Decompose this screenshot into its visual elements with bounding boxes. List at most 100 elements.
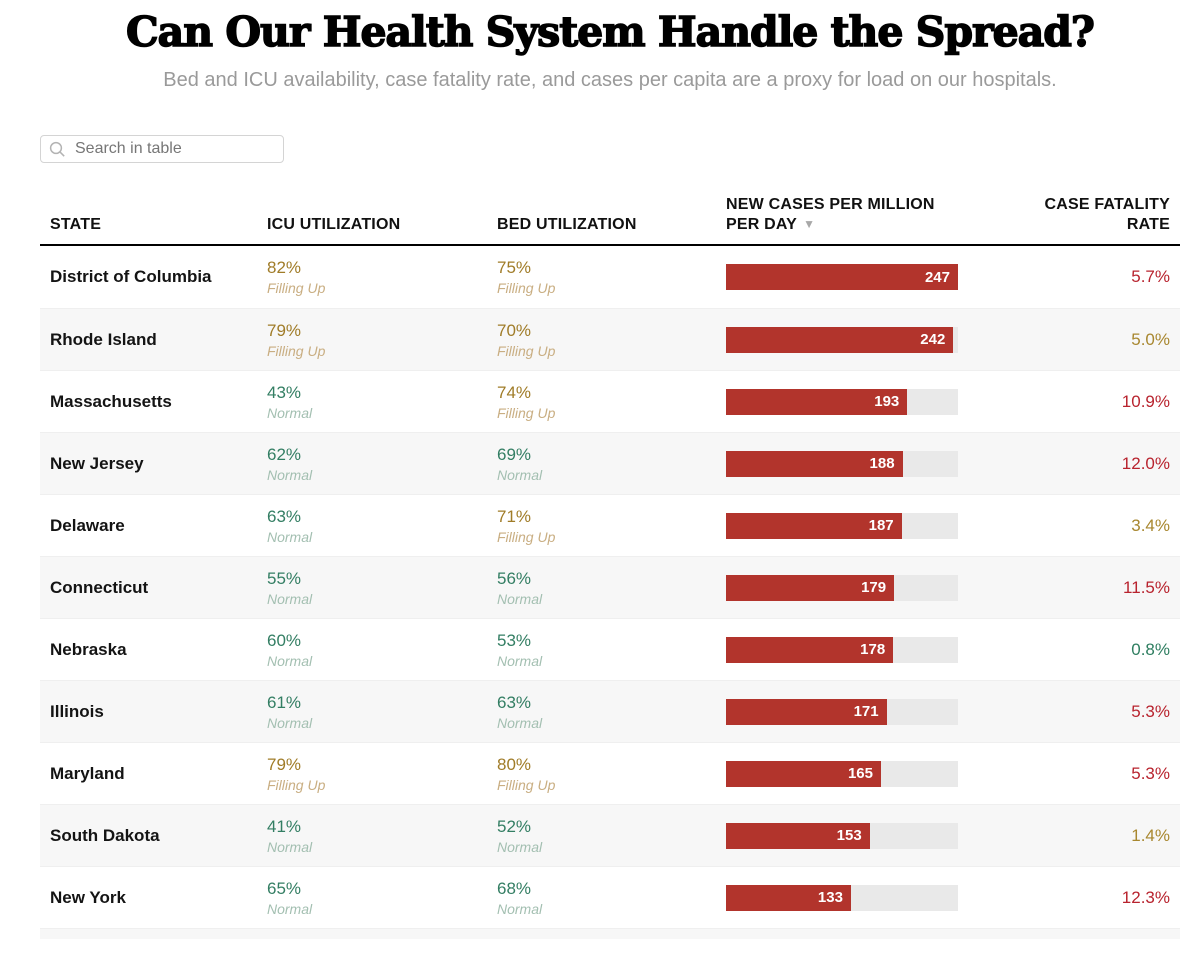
icu-utilization-cell: 41% Normal [267,817,497,855]
new-cases-cell: 187 [726,512,968,539]
bed-status-label: Filling Up [497,342,556,359]
icu-utilization-cell: 79% Filling Up [267,321,497,359]
cases-bar: 242 [726,326,954,353]
cases-bar: 165 [726,760,881,787]
new-cases-cell: 178 [726,636,968,663]
bed-value: 56% [497,568,532,588]
case-fatality-cell: 5.7% [1131,267,1170,287]
bed-utilization-cell: 71% Filling Up [497,507,726,545]
search-box[interactable] [40,135,284,163]
table-header-row: STATE ICU UTILIZATION BED UTILIZATION NEW C… [40,195,1180,247]
case-fatality-cell: 5.3% [1131,763,1170,783]
icu-utilization-cell: 82% Filling Up [267,258,497,296]
cases-bar-value: 133 [817,889,843,907]
case-fatality-cell: 1.4% [1131,825,1170,845]
icu-status-label: Normal [267,590,313,607]
bed-utilization-cell: 75% Filling Up [497,258,726,296]
cases-bar-track: 242 [726,326,958,353]
table-row: Rhode Island 79% Filling Up 70% Filling … [40,308,1180,371]
icu-status-label: Normal [267,900,313,917]
new-cases-cell: 165 [726,760,968,787]
case-fatality-cell: 0.8% [1131,639,1170,659]
case-fatality-cell: 12.3% [1121,887,1170,907]
column-header-label: PER DAY ▼ [726,215,816,233]
bed-value: 74% [497,382,532,402]
column-header-icu[interactable]: ICU UTILIZATION [267,215,497,235]
cases-bar-track: 188 [726,450,958,477]
icu-status-label: Normal [267,404,313,421]
new-cases-cell: 247 [726,264,968,291]
table-row: Connecticut 55% Normal 56% Normal 179 11… [40,556,1180,619]
bed-value: 70% [497,320,532,340]
icu-value: 43% [267,382,302,402]
bed-value: 52% [497,816,532,836]
state-cell: Massachusetts [50,391,172,411]
new-cases-cell: 242 [726,326,968,353]
cases-bar-track: 187 [726,512,958,539]
icu-status-label: Filling Up [267,776,326,793]
case-fatality-cell: 11.5% [1123,577,1170,597]
data-table: STATE ICU UTILIZATION BED UTILIZATION NEW C… [40,195,1180,940]
bed-value: 69% [497,444,532,464]
cases-bar-value: 178 [860,641,886,659]
cases-bar-value: 242 [920,331,946,349]
icu-status-label: Normal [267,714,313,731]
case-fatality-cell: 3.4% [1131,515,1170,535]
icu-value: 41% [267,816,302,836]
bed-status-label: Normal [497,900,543,917]
cases-bar: 171 [726,698,887,725]
icu-status-label: Normal [267,652,313,669]
column-header-label: ICU UTILIZATION [267,215,401,233]
bed-value: 80% [497,754,532,774]
state-cell: Nebraska [50,639,127,659]
icu-utilization-cell: 79% Filling Up [267,755,497,793]
bed-value: 68% [497,878,532,898]
cases-bar-value: 187 [868,517,894,535]
bed-status-label: Normal [497,590,543,607]
icu-status-label: Normal [267,838,313,855]
bed-status-label: Filling Up [497,528,556,545]
search-icon [49,141,65,157]
bed-utilization-cell: 68% Normal [497,879,726,917]
bed-utilization-cell: 53% Normal [497,631,726,669]
cases-bar-track: 171 [726,698,958,725]
search-input[interactable] [73,139,275,159]
bed-status-label: Normal [497,466,543,483]
case-fatality-cell: 5.0% [1131,329,1170,349]
icu-status-label: Filling Up [267,342,326,359]
icu-utilization-cell: 63% Normal [267,507,497,545]
bed-value: 75% [497,258,532,278]
cases-bar-track: 153 [726,822,958,849]
table-row: Maryland 79% Filling Up 80% Filling Up 1… [40,742,1180,804]
case-fatality-cell: 10.9% [1121,391,1170,411]
column-header-bed[interactable]: BED UTILIZATION [497,215,726,235]
icu-utilization-cell: 61% Normal [267,693,497,731]
bed-utilization-cell: 74% Filling Up [497,383,726,421]
icu-utilization-cell: 65% Normal [267,879,497,917]
sort-desc-icon[interactable]: ▼ [803,216,816,231]
new-cases-cell: 171 [726,698,968,725]
state-cell: Connecticut [50,577,149,597]
new-cases-cell: 179 [726,574,968,601]
column-header-label: STATE [50,215,102,233]
cases-bar: 193 [726,388,908,415]
cases-bar: 188 [726,450,903,477]
cases-bar-track: 133 [726,884,958,911]
state-cell: New York [50,887,126,907]
page-subtitle: Bed and ICU availability, case fatality … [163,69,1057,91]
column-header-cases[interactable]: NEW CASES PER MILLION PER DAY ▼ [726,195,968,234]
bed-value: 63% [497,692,532,712]
state-cell: New Jersey [50,453,144,473]
bed-utilization-cell: 63% Normal [497,693,726,731]
bed-status-label: Normal [497,838,543,855]
column-header-state[interactable]: STATE [50,215,267,235]
bed-utilization-cell: 69% Normal [497,445,726,483]
icu-value: 61% [267,692,302,712]
new-cases-cell: 153 [726,822,968,849]
bed-status-label: Filling Up [497,280,556,297]
table-row: New York 65% Normal 68% Normal 133 12.3% [40,866,1180,928]
icu-value: 82% [267,258,302,278]
cases-bar-track: 247 [726,264,958,291]
icu-utilization-cell: 55% Normal [267,569,497,607]
column-header-fatality[interactable]: CASE FATALITY RATE [968,195,1170,234]
